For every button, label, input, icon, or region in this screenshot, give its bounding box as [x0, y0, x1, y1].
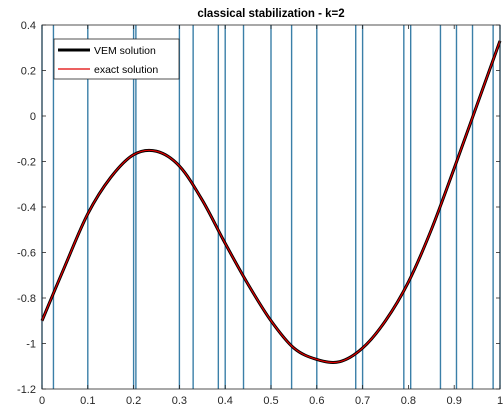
- legend: VEM solution exact solution: [53, 38, 180, 80]
- x-tick-label: 0.1: [80, 395, 95, 407]
- y-tick-label: -0.6: [17, 248, 36, 260]
- x-tick-label: 0.7: [355, 395, 370, 407]
- y-tick-label: -0.4: [17, 202, 36, 214]
- y-axis-ticks: 0.4 0.2 0 -0.2 -0.4 -0.6 -0.8 -1 -1.2: [17, 20, 500, 396]
- y-tick-label: 0: [30, 111, 36, 123]
- legend-label-vem: VEM solution: [94, 45, 156, 57]
- legend-label-exact: exact solution: [94, 64, 158, 76]
- x-tick-label: 0.5: [263, 395, 278, 407]
- series-line-exact-solution: [41, 40, 501, 364]
- x-tick-label: 0.8: [401, 395, 416, 407]
- legend-box: [53, 38, 180, 80]
- x-tick-label: 0.9: [447, 395, 462, 407]
- x-axis-ticks: 0 0.1 0.2 0.3 0.4 0.5 0.6 0.7 0.8 0.9 1: [39, 25, 503, 407]
- x-tick-label: 0.6: [309, 395, 324, 407]
- y-tick-label: -1: [26, 339, 36, 351]
- chart-title: classical stabilization - k=2: [197, 8, 344, 20]
- x-tick-label: 1: [497, 395, 503, 407]
- y-tick-label: -0.8: [17, 293, 36, 305]
- y-tick-label: -1.2: [17, 384, 36, 396]
- x-tick-label: 0.3: [172, 395, 187, 407]
- series-lines: [40, 40, 502, 364]
- x-tick-label: 0.4: [218, 395, 233, 407]
- y-tick-label: 0.2: [21, 66, 36, 78]
- x-tick-label: 0: [39, 395, 45, 407]
- y-tick-label: -0.2: [17, 157, 36, 169]
- x-tick-label: 0.2: [126, 395, 141, 407]
- y-tick-label: 0.4: [21, 20, 36, 32]
